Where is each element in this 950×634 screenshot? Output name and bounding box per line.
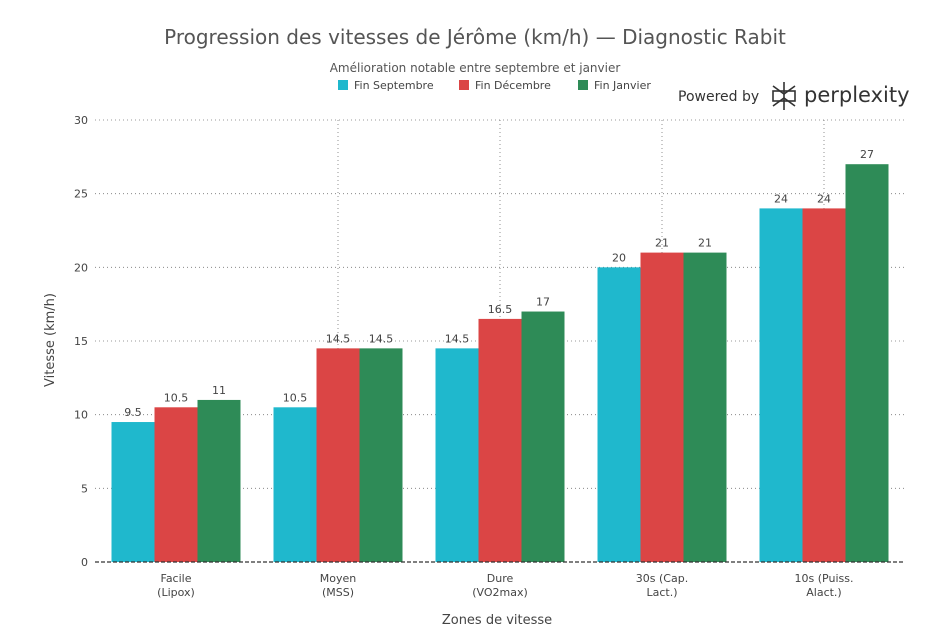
- bar: [597, 267, 641, 562]
- x-tick-label: Lact.): [646, 586, 677, 599]
- bar: [478, 318, 522, 562]
- y-tick-label: 0: [81, 556, 88, 569]
- x-tick-label: 30s (Cap.: [636, 572, 688, 585]
- legend-swatch: [459, 80, 469, 90]
- x-tick-label: (MSS): [322, 586, 354, 599]
- y-axis-ticks: 0 5 10 15 20 25 30: [74, 114, 88, 569]
- data-label: 21: [655, 237, 669, 250]
- bar: [521, 311, 565, 562]
- y-tick-label: 5: [81, 482, 88, 495]
- x-tick-label: Facile: [161, 572, 192, 585]
- y-tick-label: 15: [74, 335, 88, 348]
- bar: [111, 422, 155, 562]
- data-label: 27: [860, 148, 874, 161]
- y-tick-label: 30: [74, 114, 88, 127]
- powered-by-text: Powered by: [678, 89, 759, 105]
- bar: [273, 407, 317, 562]
- chart-subtitle: Amélioration notable entre septembre et …: [330, 61, 621, 75]
- x-tick-label: (VO2max): [472, 586, 528, 599]
- data-label: 24: [817, 192, 831, 205]
- bar: [316, 348, 360, 562]
- x-tick-label: (Lipox): [157, 586, 195, 599]
- x-tick-label: Alact.): [806, 586, 841, 599]
- y-tick-label: 10: [74, 409, 88, 422]
- data-label: 24: [774, 192, 788, 205]
- legend-label: Fin Septembre: [354, 79, 434, 92]
- bar: [435, 348, 479, 562]
- chart-legend: Fin Septembre Fin Décembre Fin Janvier: [338, 79, 651, 92]
- x-tick-label: Dure: [487, 572, 514, 585]
- data-label: 14.5: [445, 332, 470, 345]
- bar: [154, 407, 198, 562]
- perplexity-logo-icon: [772, 82, 796, 110]
- x-tick-label: 10s (Puiss.: [795, 572, 854, 585]
- legend-label: Fin Janvier: [594, 79, 651, 92]
- chart-title: Progression des vitesses de Jérôme (km/h…: [164, 25, 786, 49]
- bar: [683, 252, 727, 562]
- data-label: 14.5: [326, 332, 351, 345]
- bar: [359, 348, 403, 562]
- bar: [197, 399, 241, 562]
- y-axis-label: Vitesse (km/h): [43, 293, 58, 387]
- x-axis-label: Zones de vitesse: [442, 613, 552, 628]
- bar: [802, 208, 846, 562]
- data-label: 11: [212, 384, 226, 397]
- legend-swatch: [338, 80, 348, 90]
- data-label: 10.5: [283, 391, 308, 404]
- x-tick-label: Moyen: [320, 572, 356, 585]
- perplexity-wordmark: perplexity: [804, 83, 910, 107]
- bar: [845, 164, 889, 562]
- legend-label: Fin Décembre: [475, 79, 551, 92]
- data-label: 9.5: [124, 406, 142, 419]
- data-label: 17: [536, 296, 550, 309]
- data-label: 16.5: [488, 303, 513, 316]
- data-labels: 9.5 10.5 11 10.5 14.5 14.5 14.5 16.5 17 20 21 21 24 2…: [124, 148, 874, 419]
- data-label: 20: [612, 251, 626, 264]
- y-tick-label: 20: [74, 261, 88, 274]
- powered-by-branding: Powered by perplexity: [678, 82, 910, 110]
- data-label: 21: [698, 237, 712, 250]
- data-label: 10.5: [164, 391, 189, 404]
- bar: [759, 208, 803, 562]
- y-tick-label: 25: [74, 188, 88, 201]
- data-label: 14.5: [369, 332, 394, 345]
- bars: [111, 164, 889, 562]
- x-axis-ticks: Facile(Lipox) Moyen(MSS) Dure(VO2max) 30s (…: [157, 572, 853, 599]
- bar: [640, 252, 684, 562]
- legend-swatch: [578, 80, 588, 90]
